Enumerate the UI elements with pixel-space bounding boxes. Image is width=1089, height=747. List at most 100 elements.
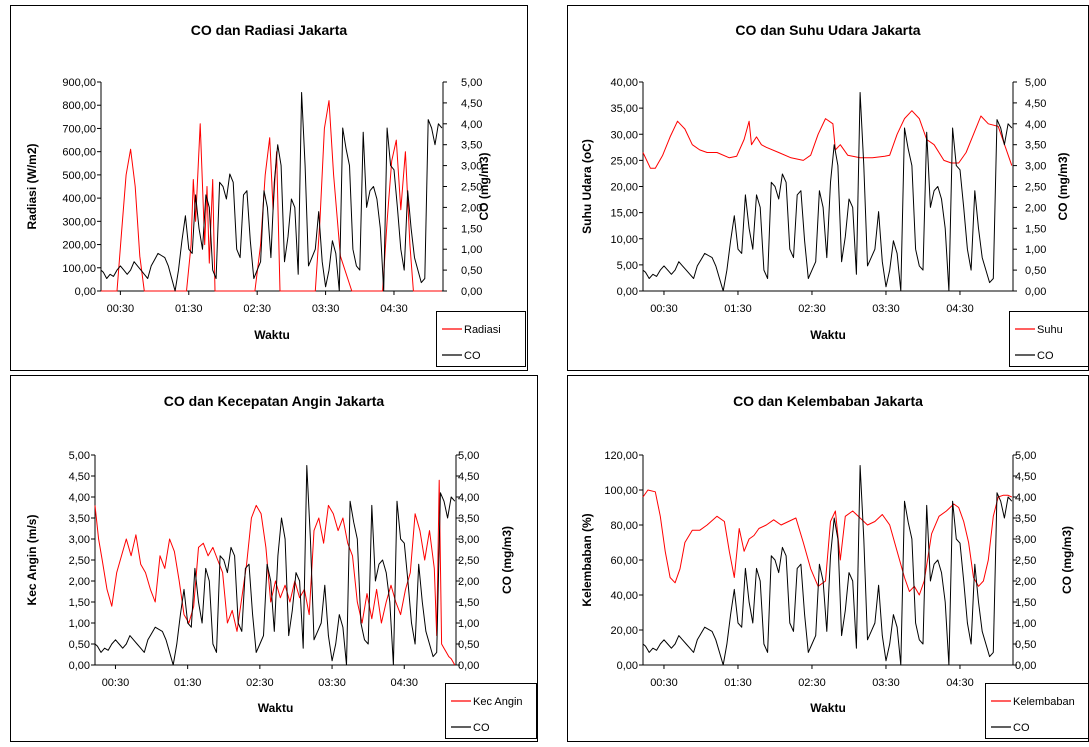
x-tick-label: 02:30	[243, 303, 271, 315]
left-tick-label: 2,50	[69, 555, 90, 567]
left-tick-label: 300,00	[62, 216, 96, 228]
left-tick-label: 25,00	[610, 155, 638, 167]
left-tick-label: 40,00	[610, 77, 638, 89]
y2-axis-label: CO (mg/m3)	[1060, 526, 1074, 594]
left-tick-label: 1,00	[69, 618, 90, 630]
x-tick-label: 04:30	[946, 677, 974, 689]
right-tick-label: 4,00	[1025, 119, 1046, 131]
right-tick-label: 4,00	[461, 119, 482, 131]
x-tick-label: 03:30	[312, 303, 340, 315]
x-axis-label: Waktu	[254, 328, 290, 342]
legend-label: CO	[1013, 722, 1030, 734]
left-tick-label: 3,00	[69, 534, 90, 546]
right-tick-label: 0,00	[1025, 286, 1046, 298]
right-tick-label: 2,50	[1015, 555, 1036, 567]
left-tick-label: 30,00	[610, 129, 638, 141]
right-tick-label: 4,50	[1015, 471, 1036, 483]
left-tick-label: 20,00	[610, 182, 638, 194]
x-tick-label: 01:30	[724, 303, 752, 315]
left-tick-label: 500,00	[62, 170, 96, 182]
chart-panel-angin: CO dan Kecepatan Angin Jakarta 0,00 0,50 1,…	[10, 375, 538, 742]
x-axis-label: Waktu	[258, 701, 294, 715]
y2-axis-label: CO (mg/m3)	[477, 152, 491, 220]
right-tick-label: 5,00	[1015, 450, 1036, 462]
x-tick-label: 02:30	[798, 303, 826, 315]
x-axis-label: Waktu	[810, 701, 846, 715]
series-line-co	[642, 92, 1013, 292]
x-tick-label: 00:30	[107, 303, 135, 315]
legend-label: CO	[464, 350, 481, 362]
right-tick-label: 2,00	[1025, 202, 1046, 214]
right-tick-label: 0,00	[1015, 660, 1036, 672]
left-tick-label: 0,00	[617, 286, 638, 298]
right-tick-label: 1,50	[1015, 597, 1036, 609]
series-line-suhu	[642, 110, 1013, 169]
right-tick-label: 2,50	[461, 182, 482, 194]
x-axis-label: Waktu	[810, 328, 846, 342]
right-tick-label: 1,00	[461, 244, 482, 256]
right-tick-label: 2,00	[1015, 576, 1036, 588]
legend-box	[445, 683, 537, 739]
series-line-co	[642, 465, 1013, 666]
series-line-kec-angin	[94, 479, 456, 666]
right-tick-label: 1,00	[458, 618, 479, 630]
chart-svg-kelembaban: CO dan Kelembaban Jakarta 0,00 20,00 40,00 6…	[567, 375, 1089, 742]
left-tick-label: 0,00	[69, 660, 90, 672]
right-tick-label: 0,50	[1015, 639, 1036, 651]
left-tick-label: 120,00	[604, 450, 638, 462]
right-tick-label: 4,00	[458, 492, 479, 504]
x-tick-label: 00:30	[102, 677, 130, 689]
right-tick-label: 2,50	[1025, 182, 1046, 194]
right-tick-label: 1,00	[1025, 244, 1046, 256]
left-tick-label: 4,00	[69, 492, 90, 504]
series-line-co	[100, 92, 443, 292]
chart-svg-angin: CO dan Kecepatan Angin Jakarta 0,00 0,50 1,…	[10, 375, 538, 742]
left-tick-label: 0,00	[617, 660, 638, 672]
left-tick-label: 100,00	[604, 485, 638, 497]
x-tick-label: 04:30	[390, 677, 418, 689]
legend-label: Radiasi	[464, 324, 501, 336]
y-axis-label: Kelembaban (%)	[580, 513, 594, 606]
y-axis-label: Suhu Udara (oC)	[580, 139, 594, 234]
right-tick-label: 3,00	[1025, 161, 1046, 173]
left-tick-label: 2,00	[69, 576, 90, 588]
x-tick-label: 00:30	[650, 677, 678, 689]
left-tick-label: 35,00	[610, 103, 638, 115]
right-tick-label: 0,50	[461, 265, 482, 277]
x-tick-label: 04:30	[380, 303, 408, 315]
chart-title: CO dan Suhu Udara Jakarta	[735, 22, 920, 38]
right-tick-label: 3,00	[461, 161, 482, 173]
left-tick-label: 4,50	[69, 471, 90, 483]
x-tick-label: 01:30	[724, 677, 752, 689]
right-tick-label: 5,00	[1025, 77, 1046, 89]
chart-panel-radiasi: CO dan Radiasi Jakarta 0,00 100,00 200,00 30…	[10, 5, 528, 371]
chart-title: CO dan Radiasi Jakarta	[191, 22, 348, 38]
legend-box	[436, 311, 526, 367]
y-axis-label: Kec Angin (m/s)	[25, 515, 39, 606]
right-tick-label: 1,00	[1015, 618, 1036, 630]
right-tick-label: 2,00	[458, 576, 479, 588]
legend-label: CO	[473, 722, 490, 734]
right-tick-label: 1,50	[461, 223, 482, 235]
left-tick-label: 20,00	[610, 625, 638, 637]
left-tick-label: 700,00	[62, 123, 96, 135]
x-tick-label: 03:30	[872, 303, 900, 315]
right-tick-label: 2,50	[458, 555, 479, 567]
legend-label: Suhu	[1037, 324, 1063, 336]
legend-box	[985, 683, 1089, 739]
right-tick-label: 4,50	[461, 98, 482, 110]
x-tick-label: 02:30	[246, 677, 274, 689]
right-tick-label: 0,50	[458, 639, 479, 651]
right-tick-label: 2,00	[461, 202, 482, 214]
left-tick-label: 100,00	[62, 263, 96, 275]
chart-frame	[567, 5, 1089, 371]
right-tick-label: 4,50	[1025, 98, 1046, 110]
right-tick-label: 3,00	[458, 534, 479, 546]
y2-axis-label: CO (mg/m3)	[500, 526, 514, 594]
right-tick-label: 3,50	[1025, 140, 1046, 152]
right-tick-label: 3,00	[1015, 534, 1036, 546]
left-tick-label: 5,00	[69, 450, 90, 462]
left-tick-label: 60,00	[610, 555, 638, 567]
chart-svg-radiasi: CO dan Radiasi Jakarta 0,00 100,00 200,00 30…	[10, 5, 528, 371]
legend-label: CO	[1037, 350, 1054, 362]
